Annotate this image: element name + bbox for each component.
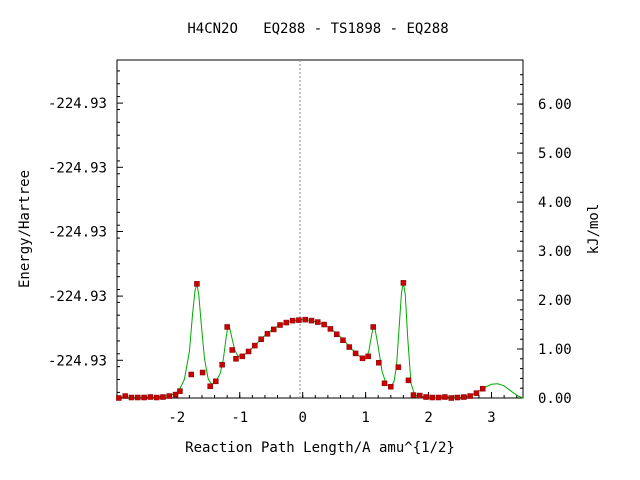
data-point — [442, 394, 448, 400]
data-point — [423, 394, 429, 400]
data-point — [365, 353, 371, 360]
data-point — [199, 369, 206, 376]
data-point — [302, 316, 308, 323]
data-point — [188, 371, 195, 378]
data-point — [233, 356, 239, 362]
data-point — [352, 350, 359, 357]
data-point — [454, 394, 461, 401]
y-axis-left: -224.93 -224.93 -224.93 -224.93 -224.93 — [48, 70, 123, 393]
data-point — [207, 383, 213, 389]
x-tick-label: 3 — [487, 410, 495, 426]
data-point — [296, 317, 302, 323]
y-left-tick-label: -224.93 — [48, 353, 107, 369]
x-tick-label: 1 — [361, 410, 369, 426]
data-point — [166, 393, 172, 399]
y-right-tick-label: 5.00 — [538, 146, 572, 162]
y-left-tick-label: -224.93 — [48, 96, 107, 112]
y-right-tick-label: 1.00 — [538, 342, 572, 358]
y-axis-left-label: Energy/Hartree — [17, 170, 33, 288]
x-tick-label: 2 — [424, 410, 432, 426]
data-point — [194, 281, 200, 287]
data-point — [346, 344, 353, 350]
y-left-tick-label: -224.93 — [48, 160, 107, 176]
data-point — [333, 331, 340, 338]
data-point — [213, 378, 219, 385]
data-point — [258, 336, 264, 342]
chart-title: H4CN2O EQ288 - TS1898 - EQ288 — [187, 21, 448, 37]
data-point — [270, 326, 277, 333]
x-tick-label: -2 — [168, 410, 185, 426]
x-axis-label: Reaction Path Length/A amu^{1/2} — [185, 440, 455, 456]
data-point — [479, 385, 486, 392]
data-point — [376, 359, 382, 366]
data-point — [135, 394, 141, 401]
data-point — [327, 326, 334, 332]
data-point — [122, 393, 128, 399]
x-tick-label: 0 — [298, 410, 306, 426]
y-axis-right-label: kJ/mol — [586, 204, 602, 255]
data-point — [429, 394, 436, 401]
data-point — [224, 324, 230, 330]
data-point — [172, 391, 179, 398]
data-point — [308, 317, 315, 324]
data-point — [283, 319, 290, 326]
data-point — [277, 322, 283, 328]
data-point — [388, 383, 394, 390]
data-point — [229, 347, 235, 353]
data-point — [395, 364, 402, 370]
y-right-tick-label: 0.00 — [538, 391, 572, 407]
y-left-tick-label: -224.93 — [48, 289, 107, 305]
data-point — [219, 361, 225, 368]
y-right-tick-label: 3.00 — [538, 244, 572, 260]
energy-curve — [116, 282, 524, 399]
y-left-tick-label: -224.93 — [48, 224, 107, 240]
data-point — [461, 394, 467, 400]
data-point — [116, 395, 122, 401]
data-point — [405, 377, 412, 384]
data-point — [467, 393, 473, 399]
data-point — [473, 390, 480, 396]
data-point — [448, 395, 454, 401]
y-right-tick-label: 6.00 — [538, 97, 572, 113]
y-axis-right: 0.00 1.00 2.00 3.00 4.00 5.00 6.00 — [517, 74, 572, 407]
data-point — [252, 342, 258, 349]
data-point — [153, 394, 160, 401]
data-point — [381, 380, 388, 387]
plot-frame — [116, 59, 524, 399]
data-point — [321, 321, 327, 328]
data-point — [370, 324, 376, 330]
data-point — [435, 394, 442, 401]
data-point — [160, 394, 166, 400]
energy-series — [116, 280, 524, 401]
data-point — [239, 353, 246, 360]
data-point — [315, 319, 321, 325]
data-point — [245, 348, 252, 355]
data-point — [340, 337, 346, 343]
data-point — [128, 394, 135, 401]
data-point — [177, 388, 183, 394]
data-point — [417, 392, 423, 399]
data-point — [410, 392, 417, 398]
data-point — [147, 394, 154, 400]
x-tick-label: -1 — [231, 410, 248, 426]
data-point — [359, 355, 366, 362]
data-point — [400, 280, 407, 286]
y-right-tick-label: 4.00 — [538, 195, 572, 211]
data-point — [289, 317, 296, 324]
data-point — [141, 394, 147, 401]
y-right-tick-label: 2.00 — [538, 293, 572, 309]
data-point — [264, 331, 271, 337]
